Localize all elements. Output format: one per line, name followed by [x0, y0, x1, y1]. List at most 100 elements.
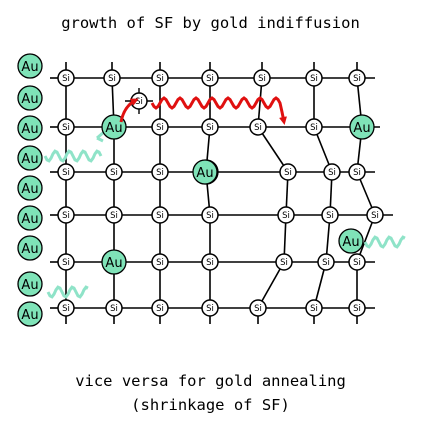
lattice-atoms: Si Si Si Si Si Si Si Si Au Si Si Si Si Au Si Si Si Au Si Si…	[17, 53, 384, 327]
silicon-label: Si	[254, 123, 262, 133]
silicon-label: Si	[310, 74, 318, 84]
gold-diffusion-wave-right	[363, 235, 406, 249]
silicon-label: Si	[353, 258, 361, 268]
silicon-label: Si	[135, 97, 143, 107]
silicon-atom: Si	[201, 69, 219, 87]
silicon-label: Si	[156, 168, 164, 178]
silicon-atom: Si	[151, 69, 169, 87]
silicon-label: Si	[110, 168, 118, 178]
silicon-label: Si	[62, 168, 70, 178]
gold-atom-lattice: Au	[192, 159, 218, 185]
silicon-label: Si	[206, 74, 214, 84]
silicon-atom: Si	[105, 299, 123, 317]
silicon-label: Si	[310, 123, 318, 133]
silicon-atom: Si	[279, 163, 297, 181]
silicon-atom: Si	[201, 118, 219, 136]
silicon-label: Si	[206, 123, 214, 133]
silicon-label: Si	[156, 211, 164, 221]
silicon-label: Si	[254, 304, 262, 314]
silicon-label: Si	[110, 211, 118, 221]
silicon-label: Si	[206, 211, 214, 221]
stacking-fault-arrows	[119, 96, 287, 125]
silicon-atom: Si	[253, 69, 271, 87]
silicon-atom: Si	[348, 253, 366, 271]
silicon-atom: Si	[57, 118, 75, 136]
silicon-atom: Si	[305, 299, 323, 317]
diagram-title: growth of SF by gold indiffusion	[61, 14, 360, 32]
gold-reservoir-atom: Au	[17, 115, 43, 141]
silicon-label: Si	[156, 304, 164, 314]
silicon-label: Si	[156, 123, 164, 133]
silicon-atom: Si	[151, 118, 169, 136]
silicon-atom: Si	[151, 163, 169, 181]
silicon-label: Si	[258, 74, 266, 84]
silicon-atom: Si	[151, 253, 169, 271]
silicon-label: Si	[322, 258, 330, 268]
silicon-atom: Si	[277, 206, 295, 224]
silicon-label: Si	[282, 211, 290, 221]
silicon-atom: Si	[151, 206, 169, 224]
silicon-atom: Si	[201, 206, 219, 224]
silicon-label: Si	[280, 258, 288, 268]
gold-reservoir-atom: Au	[17, 271, 43, 297]
silicon-atom: Si	[105, 206, 123, 224]
gold-reservoir-atom: Au	[17, 145, 43, 171]
gold-diffusion-wave-lower	[46, 285, 89, 299]
interstitial-arrow	[119, 98, 139, 123]
silicon-label: Si	[62, 74, 70, 84]
gold-label: Au	[353, 121, 370, 136]
silicon-atom: Si	[201, 253, 219, 271]
silicon-label: Si	[206, 258, 214, 268]
gold-reservoir-atom: Au	[17, 175, 43, 201]
bond-line	[257, 126, 289, 173]
silicon-label: Si	[110, 304, 118, 314]
silicon-atom: Si	[323, 163, 341, 181]
silicon-atom: Si	[348, 299, 366, 317]
gold-label: Au	[21, 152, 38, 167]
silicon-label: Si	[326, 211, 334, 221]
silicon-atom: Si	[348, 163, 366, 181]
silicon-label: Si	[206, 304, 214, 314]
silicon-atom: Si	[275, 253, 293, 271]
silicon-label: Si	[108, 74, 116, 84]
diffusion-waves	[43, 130, 406, 299]
gold-label: Au	[21, 92, 38, 107]
silicon-atom: Si	[249, 118, 267, 136]
gold-label: Au	[21, 122, 38, 137]
silicon-label: Si	[353, 304, 361, 314]
stacking-fault-wave	[150, 96, 287, 125]
gold-reservoir-atom: Au	[17, 301, 43, 327]
gold-atom-lattice: Au	[101, 249, 127, 275]
gold-diffusion-arrowhead	[96, 130, 105, 143]
silicon-label: Si	[353, 74, 361, 84]
gold-label: Au	[21, 278, 38, 293]
gold-label: Au	[21, 182, 38, 197]
silicon-atom: Si	[201, 299, 219, 317]
silicon-atom: Si	[321, 206, 339, 224]
gold-reservoir-atom: Au	[17, 235, 43, 261]
silicon-atom: Si	[57, 253, 75, 271]
silicon-atom: Si	[305, 118, 323, 136]
gold-diffusion-wave-upper	[43, 149, 103, 163]
silicon-atom: Si	[305, 69, 323, 87]
gold-label: Au	[105, 121, 122, 136]
silicon-atom: Si	[103, 69, 121, 87]
silicon-atom: Si	[317, 253, 335, 271]
silicon-label: Si	[62, 304, 70, 314]
silicon-label: Si	[62, 258, 70, 268]
lattice-bonds	[50, 62, 393, 324]
gold-label: Au	[21, 212, 38, 227]
silicon-atom: Si	[348, 69, 366, 87]
silicon-atom: Si	[57, 69, 75, 87]
gold-reservoir-atom: Au	[17, 205, 43, 231]
silicon-label: Si	[62, 123, 70, 133]
silicon-label: Si	[353, 168, 361, 178]
gold-label: Au	[196, 166, 213, 181]
silicon-atom: Si	[57, 163, 75, 181]
silicon-label: Si	[156, 74, 164, 84]
gold-label: Au	[21, 308, 38, 323]
silicon-label: Si	[328, 168, 336, 178]
gold-reservoir-atom: Au	[17, 85, 43, 111]
bond-line	[257, 261, 285, 309]
